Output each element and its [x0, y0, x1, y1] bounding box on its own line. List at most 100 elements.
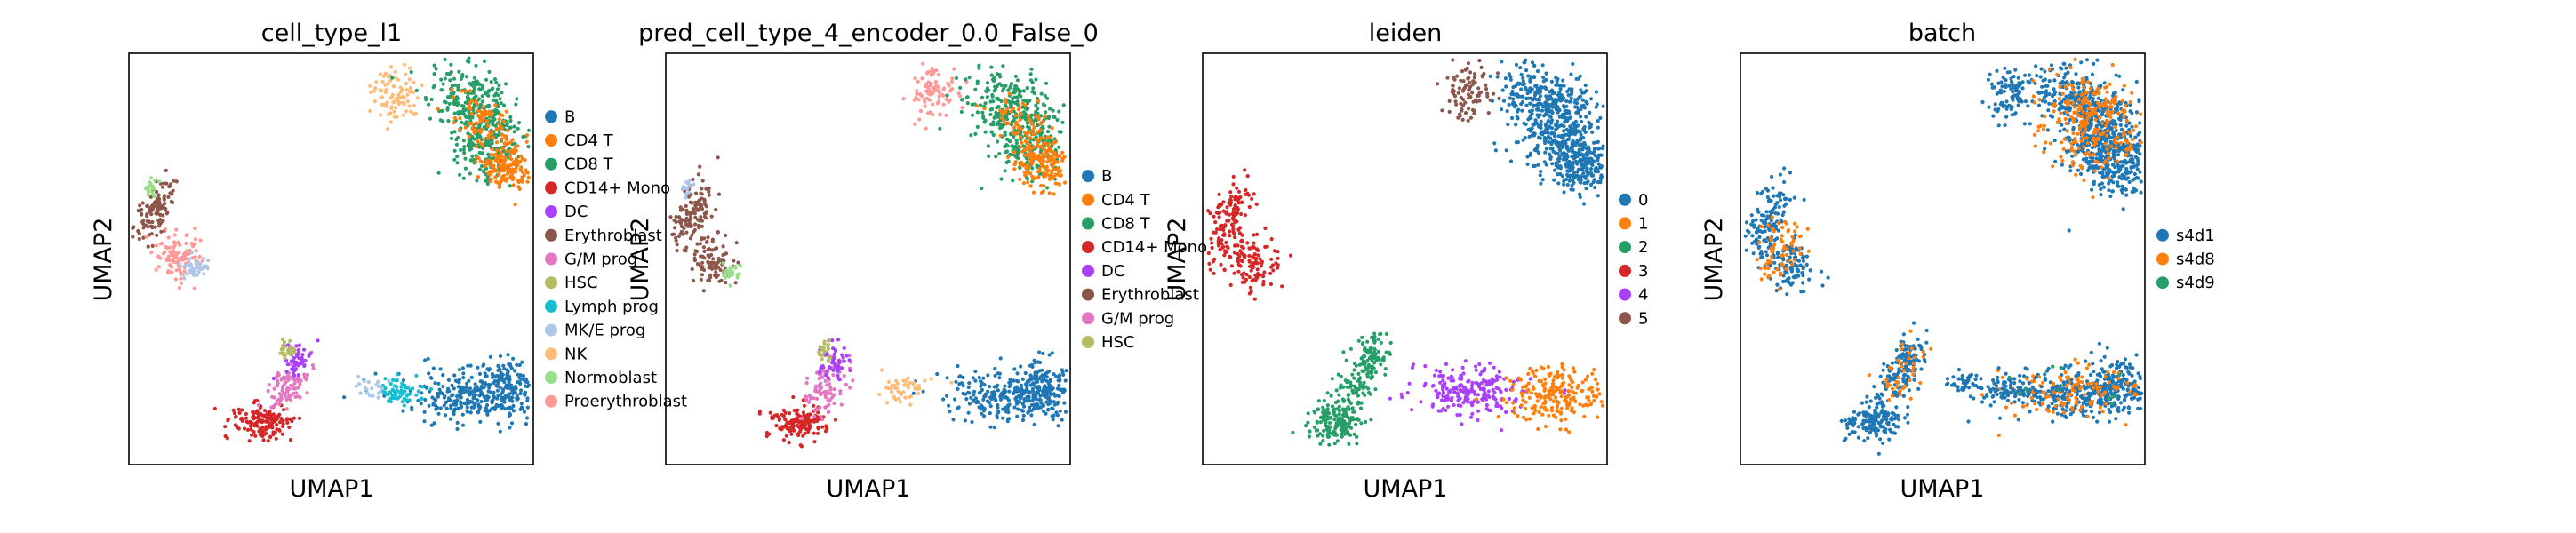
scatter-point	[1063, 410, 1068, 414]
scatter-point	[1048, 107, 1052, 111]
scatter-point	[443, 99, 447, 104]
scatter-point	[832, 356, 836, 361]
scatter-point	[1000, 115, 1004, 120]
scatter-point	[886, 379, 892, 384]
scatter-point	[1003, 130, 1007, 134]
scatter-point	[688, 213, 693, 218]
scatter-point	[1009, 84, 1013, 88]
scatter-point	[1005, 419, 1010, 424]
scatter-point	[520, 175, 524, 179]
scatter-point	[1023, 139, 1028, 143]
scatter-point	[1527, 395, 1532, 400]
scatter-point	[1063, 378, 1068, 383]
scatter-point	[1014, 155, 1020, 160]
scatter-point	[310, 363, 315, 368]
scatter-point	[508, 169, 512, 173]
scatter-point	[474, 63, 478, 68]
scatter-point	[1495, 75, 1500, 79]
scatter-point	[164, 258, 169, 262]
scatter-point	[692, 252, 697, 257]
scatter-point	[392, 84, 396, 89]
scatter-point	[181, 273, 186, 277]
scatter-point	[508, 413, 512, 418]
scatter-point	[902, 383, 907, 387]
scatter-point	[262, 409, 268, 413]
scatter-point	[1541, 366, 1546, 370]
scatter-point	[164, 181, 169, 186]
scatter-point	[380, 79, 385, 84]
scatter-point	[242, 426, 247, 431]
scatter-point	[161, 205, 166, 210]
scatter-point	[1029, 409, 1034, 413]
scatter-point	[477, 87, 482, 91]
scatter-point	[1562, 190, 1566, 195]
scatter-point	[524, 422, 529, 426]
scatter-point	[1572, 370, 1577, 374]
scatter-point	[1467, 80, 1472, 84]
scatter-point	[1036, 117, 1041, 122]
scatter-point	[985, 81, 990, 85]
scatter-point	[1541, 75, 1546, 80]
scatter-point	[1222, 232, 1227, 236]
scatter-point	[494, 99, 499, 103]
scatter-point	[368, 108, 372, 114]
scatter-point	[187, 257, 191, 261]
scatter-point	[141, 235, 146, 240]
scatter-point	[1575, 97, 1580, 101]
scatter-point	[254, 422, 259, 426]
scatter-point	[949, 79, 954, 84]
scatter-point	[311, 366, 316, 370]
scatter-point	[508, 115, 513, 120]
scatter-point	[504, 109, 508, 114]
scatter-point	[477, 167, 483, 171]
scatter-point	[1004, 100, 1009, 105]
scatter-point	[142, 223, 147, 227]
scatter-point	[1469, 415, 1474, 419]
scatter-point	[926, 91, 931, 96]
scatter-point	[1007, 389, 1012, 394]
scatter-point	[1567, 133, 1572, 138]
scatter-point	[174, 227, 179, 232]
scatter-point	[383, 377, 388, 381]
legend-label: B	[1101, 167, 1112, 186]
scatter-point	[1045, 186, 1050, 190]
scatter-point	[851, 378, 855, 383]
scatter-point	[699, 215, 703, 219]
scatter-point	[180, 258, 185, 262]
scatter-point	[526, 128, 532, 132]
scatter-point	[702, 199, 707, 203]
scatter-point	[469, 122, 475, 126]
scatter-point	[478, 141, 484, 146]
scatter-point	[1235, 197, 1239, 202]
scatter-point	[488, 179, 493, 184]
scatter-point	[161, 213, 165, 218]
scatter-point	[1038, 144, 1043, 149]
scatter-point	[244, 416, 248, 420]
scatter-point	[426, 356, 430, 361]
scatter-point	[237, 410, 242, 415]
scatter-point	[272, 395, 276, 400]
scatter-point	[1022, 397, 1027, 402]
scatter-point	[1045, 135, 1050, 139]
scatter-point	[1514, 397, 1518, 402]
scatter-point	[1528, 96, 1532, 100]
scatter-point	[1530, 108, 1534, 113]
scatter-point	[1595, 415, 1600, 419]
scatter-point	[1052, 192, 1056, 196]
scatter-point	[469, 375, 474, 379]
scatter-point	[1474, 380, 1478, 385]
scatter-point	[1056, 400, 1060, 404]
scatter-point	[790, 424, 795, 428]
scatter-point	[460, 366, 466, 370]
scatter-point	[1558, 171, 1563, 177]
scatter-point	[1412, 362, 1416, 367]
scatter-point	[921, 389, 925, 394]
scatter-point	[928, 110, 932, 115]
scatter-point	[988, 401, 992, 405]
scatter-point	[1044, 81, 1049, 85]
legend-marker	[545, 371, 557, 384]
scatter-point	[1060, 150, 1065, 155]
scatter-point	[833, 418, 838, 422]
scatter-point	[380, 386, 384, 391]
scatter-point	[1477, 99, 1482, 103]
